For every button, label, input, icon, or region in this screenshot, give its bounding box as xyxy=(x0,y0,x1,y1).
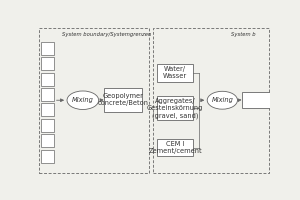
Bar xyxy=(104,88,142,112)
Bar xyxy=(157,139,193,156)
Bar xyxy=(41,57,54,70)
Text: Mixing: Mixing xyxy=(72,97,94,103)
Bar xyxy=(157,64,193,82)
Bar xyxy=(153,28,269,173)
Bar xyxy=(41,42,54,55)
Bar xyxy=(41,88,54,101)
Bar xyxy=(242,92,269,108)
Bar xyxy=(41,119,54,132)
Bar xyxy=(41,73,54,86)
Bar xyxy=(41,150,54,163)
Text: Water/
Wasser: Water/ Wasser xyxy=(163,66,187,79)
Bar xyxy=(157,96,193,120)
Ellipse shape xyxy=(207,91,238,109)
Text: Mixing: Mixing xyxy=(212,97,233,103)
Ellipse shape xyxy=(67,91,99,109)
Text: Aggregates/
Gesteinskörnung
(gravel, sand): Aggregates/ Gesteinskörnung (gravel, san… xyxy=(147,98,203,119)
Text: System b: System b xyxy=(231,32,256,37)
Bar xyxy=(41,134,54,147)
Text: CEM I
Zement/cement: CEM I Zement/cement xyxy=(148,141,202,154)
Bar xyxy=(41,103,54,116)
Bar xyxy=(39,28,149,173)
Text: Geopolymer
concrete/Beton: Geopolymer concrete/Beton xyxy=(98,93,148,106)
Text: System boundary/Systemgrenzen: System boundary/Systemgrenzen xyxy=(62,32,152,37)
